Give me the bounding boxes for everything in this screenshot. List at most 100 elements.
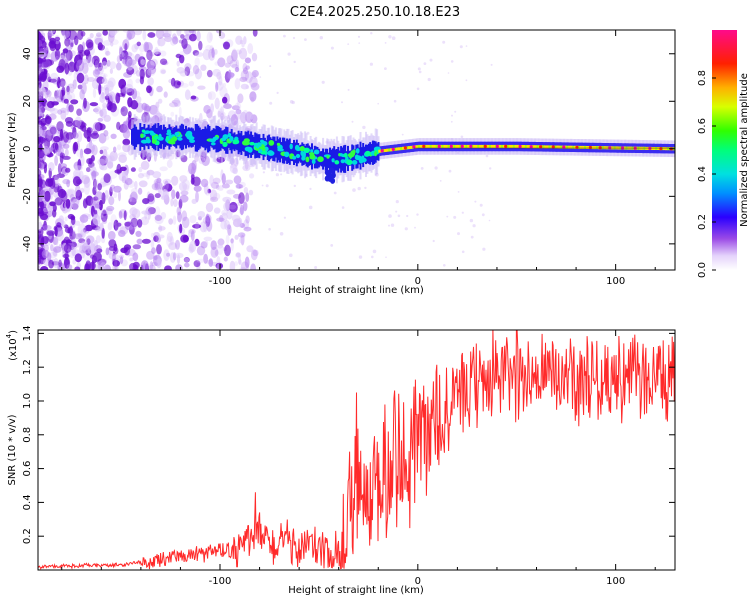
noise-blob: [217, 243, 224, 249]
noise-blob: [38, 149, 45, 159]
ridge-blob: [268, 140, 275, 146]
noise-blob: [247, 43, 254, 55]
noise-blob: [150, 58, 158, 67]
noise-blob: [113, 219, 119, 231]
noise-blob: [138, 180, 148, 188]
noise-blob: [224, 75, 233, 80]
noise-blob: [110, 133, 117, 139]
spectrogram-panel: -100 0 100 -40 -20 0 20 40 Height of straight l…: [7, 29, 676, 296]
noise-blob: [225, 179, 234, 185]
noise-blob: [42, 236, 49, 244]
noise-blob: [41, 223, 48, 229]
noise-blob: [76, 59, 85, 72]
band-peak: [483, 144, 487, 148]
noise-blob: [163, 32, 171, 39]
noise-speck: [358, 42, 361, 44]
noise-blob: [102, 57, 107, 66]
noise-blob: [163, 91, 168, 98]
noise-blob: [217, 185, 224, 191]
noise-blob: [74, 253, 83, 263]
ridge-blob: [355, 148, 360, 154]
noise-blob: [181, 216, 190, 229]
noise-speck: [485, 154, 489, 158]
ridge-blob: [310, 149, 314, 153]
noise-blob: [176, 30, 182, 37]
noise-blob: [172, 252, 177, 261]
noise-blob: [38, 257, 42, 265]
noise-speck: [319, 36, 323, 40]
spectrogram-axes: -100 0 100 -40 -20 0 20 40: [22, 30, 675, 287]
noise-blob: [54, 40, 61, 51]
noise-blob: [39, 86, 47, 97]
band-core: [580, 145, 583, 149]
noise-blob: [210, 240, 217, 251]
noise-blob: [214, 49, 218, 55]
noise-blob: [179, 54, 185, 64]
noise-blob: [243, 187, 249, 194]
ridge-core: [287, 139, 290, 163]
noise-blob: [119, 256, 124, 264]
noise-blob: [48, 30, 56, 34]
ridge-core: [316, 147, 319, 169]
ridge-core: [288, 138, 291, 165]
noise-blob: [108, 230, 116, 241]
noise-speck: [395, 200, 399, 204]
noise-blob: [153, 48, 161, 55]
noise-speck: [465, 79, 468, 82]
ridge-core: [144, 128, 147, 146]
noise-blob: [152, 171, 162, 179]
band-core: [384, 149, 387, 152]
band-core: [536, 145, 539, 149]
noise-blob: [41, 57, 47, 63]
colorbar-tick-label: 0.6: [697, 118, 708, 134]
noise-blob: [49, 107, 59, 115]
band-core: [586, 146, 589, 149]
ridge-core: [149, 128, 151, 146]
noise-blob: [72, 259, 77, 265]
noise-blob: [113, 146, 117, 153]
noise-blob: [101, 105, 107, 117]
noise-blob: [76, 148, 82, 157]
ridge-blob: [211, 142, 216, 146]
noise-blob: [140, 160, 150, 170]
noise-blob: [96, 260, 100, 269]
noise-blob: [249, 91, 257, 102]
noise-speck: [442, 40, 446, 44]
ridge-core: [362, 143, 365, 168]
noise-blob: [183, 257, 190, 263]
noise-blob: [91, 144, 98, 156]
noise-blob: [45, 59, 53, 67]
band-core: [554, 145, 557, 149]
ridge-core: [286, 138, 289, 164]
noise-blob: [40, 201, 45, 210]
noise-speck: [448, 169, 452, 173]
band-core: [407, 146, 411, 150]
noise-speck: [388, 224, 390, 227]
noise-blob: [53, 258, 59, 269]
noise-blob: [57, 109, 63, 115]
noise-blob: [39, 185, 43, 196]
noise-blob: [38, 174, 43, 187]
noise-blob: [217, 238, 225, 246]
spectrogram-y-label: Frequency (Hz): [7, 112, 18, 188]
band-core: [524, 145, 528, 149]
ridge-core: [196, 124, 199, 152]
noise-speck: [369, 62, 373, 66]
noise-blob: [58, 215, 65, 225]
noise-blob: [221, 212, 228, 223]
ridge-core: [272, 136, 275, 161]
ridge-blob: [174, 132, 180, 136]
ridge-core: [133, 124, 136, 150]
noise-blob: [122, 138, 131, 146]
ridge-core: [360, 147, 363, 164]
noise-blob: [97, 117, 104, 122]
noise-blob: [75, 189, 83, 201]
noise-blob: [235, 35, 243, 45]
noise-blob: [171, 189, 176, 200]
noise-blob: [124, 43, 128, 51]
noise-blob: [74, 233, 83, 240]
band-core: [419, 144, 423, 148]
spectrogram-y-tick-label: 0: [22, 146, 33, 152]
noise-blob: [50, 244, 54, 252]
noise-blob: [250, 82, 260, 91]
